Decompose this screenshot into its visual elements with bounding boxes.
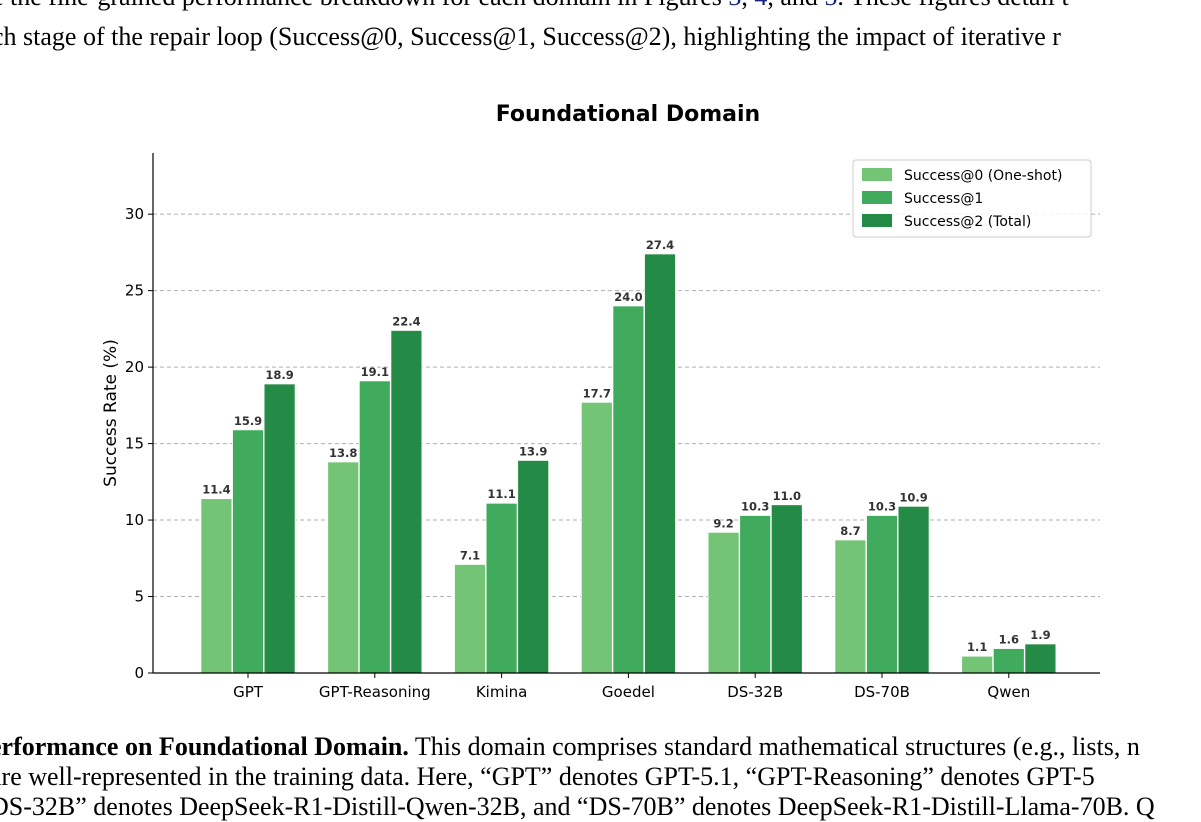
chart-title: Foundational Domain bbox=[496, 102, 760, 127]
bar bbox=[897, 505, 930, 674]
bar-value-label: 11.0 bbox=[773, 489, 801, 503]
y-tick-label: 5 bbox=[134, 588, 144, 606]
bar-value-label: 27.4 bbox=[646, 238, 674, 252]
bar bbox=[358, 380, 391, 674]
paragraph-text: e the fine-grained performance breakdown… bbox=[0, 0, 728, 11]
bar bbox=[961, 655, 994, 674]
y-tick-label: 20 bbox=[125, 358, 144, 376]
bar bbox=[834, 539, 867, 674]
chart-grid bbox=[153, 213, 1100, 598]
bar bbox=[454, 564, 486, 674]
bar bbox=[263, 383, 296, 674]
chart-legend: Success@0 (One-shot) Success@1 Success@2 (… bbox=[852, 159, 1092, 238]
bar-value-label: 24.0 bbox=[614, 290, 642, 304]
paragraph-line-top-1: e the fine-grained performance breakdown… bbox=[0, 0, 1193, 12]
paragraph-text: . These figures detail t bbox=[837, 0, 1068, 11]
figure-ref-link[interactable]: 4 bbox=[754, 0, 767, 11]
bar-value-label: 15.9 bbox=[234, 414, 262, 428]
bar-value-label: 18.9 bbox=[265, 368, 293, 382]
legend-label: Success@2 (Total) bbox=[904, 214, 1031, 230]
x-tick-label: GPT bbox=[233, 683, 264, 701]
bar bbox=[232, 429, 264, 674]
x-tick-label: GPT-Reasoning bbox=[319, 683, 431, 701]
x-tick-label: Kimina bbox=[476, 683, 527, 701]
legend-swatch bbox=[862, 191, 892, 204]
bar-chart: Foundational Domain 11.4 15.9 18.9 13.8 19.1… bbox=[101, 102, 1100, 701]
caption-line-1: erformance on Foundational Domain. This … bbox=[0, 732, 1191, 762]
bar-value-label: 10.9 bbox=[899, 490, 927, 504]
bar bbox=[580, 401, 613, 674]
x-tick-label: Qwen bbox=[987, 683, 1030, 701]
figure-ref-link[interactable]: 3 bbox=[728, 0, 741, 11]
bar-value-label: 19.1 bbox=[361, 365, 389, 379]
bar bbox=[866, 515, 898, 674]
bar-value-label: 11.1 bbox=[487, 487, 515, 501]
bar-value-label: 17.7 bbox=[583, 386, 611, 400]
bar bbox=[707, 531, 740, 674]
legend-label: Success@0 (One-shot) bbox=[904, 168, 1062, 184]
bar-value-label: 1.1 bbox=[967, 640, 987, 654]
paragraph-text: , bbox=[741, 0, 754, 11]
legend-swatch bbox=[862, 214, 892, 227]
bar bbox=[200, 498, 233, 674]
bar bbox=[327, 461, 360, 674]
bar-value-label: 1.6 bbox=[999, 633, 1019, 647]
bar bbox=[1024, 643, 1057, 674]
caption-heading: erformance on Foundational Domain. bbox=[0, 732, 409, 761]
bar-value-label: 9.2 bbox=[713, 516, 733, 530]
bar bbox=[992, 648, 1025, 674]
bar bbox=[612, 305, 645, 674]
chart-bars bbox=[200, 253, 1057, 674]
x-tick-label: DS-70B bbox=[854, 683, 910, 701]
legend-label: Success@1 bbox=[904, 191, 983, 207]
y-tick-label: 10 bbox=[125, 511, 144, 529]
x-tick-label: DS-32B bbox=[727, 683, 783, 701]
bar-value-label: 7.1 bbox=[460, 548, 480, 562]
bar bbox=[390, 330, 423, 674]
caption-line-2: are well-represented in the training dat… bbox=[0, 762, 1095, 791]
y-tick-label: 30 bbox=[125, 205, 144, 223]
bar-value-label: 13.8 bbox=[329, 446, 357, 460]
chart-axes: 0 5 10 15 20 25 30 GPT GPT-Reasoning Kimina Goedel… bbox=[125, 153, 1100, 701]
caption-line-3: DS-32B” denotes DeepSeek-R1-Distill-Qwen… bbox=[0, 792, 1155, 821]
bar-value-label: 8.7 bbox=[840, 524, 860, 538]
bar bbox=[770, 504, 803, 674]
bar-value-label: 11.4 bbox=[202, 483, 230, 497]
legend-box bbox=[852, 159, 1092, 238]
bar bbox=[644, 253, 676, 674]
y-axis-label: Success Rate (%) bbox=[101, 339, 121, 487]
paragraph-text: , and bbox=[767, 0, 824, 11]
legend-swatch bbox=[862, 168, 892, 181]
caption-text: This domain comprises standard mathemati… bbox=[408, 732, 1140, 761]
paragraph-line-top-2: ch stage of the repair loop (Success@0, … bbox=[0, 22, 1061, 51]
bar-value-label: 13.9 bbox=[519, 444, 547, 458]
bar-value-label: 22.4 bbox=[392, 314, 420, 328]
x-tick-label: Goedel bbox=[602, 683, 655, 701]
bar bbox=[739, 515, 772, 674]
bar-value-label: 10.3 bbox=[741, 499, 769, 513]
bar-value-label: 1.9 bbox=[1030, 628, 1050, 642]
y-tick-label: 0 bbox=[134, 664, 144, 682]
chart-data-labels: 11.4 15.9 18.9 13.8 19.1 22.4 7.1 11.1 13.9 17.7 2… bbox=[202, 238, 1050, 654]
bar-value-label: 10.3 bbox=[868, 499, 896, 513]
bar bbox=[485, 502, 518, 674]
bar bbox=[517, 460, 550, 674]
y-tick-label: 15 bbox=[125, 435, 144, 453]
figure-ref-link[interactable]: 5 bbox=[824, 0, 837, 11]
y-tick-label: 25 bbox=[125, 282, 144, 300]
